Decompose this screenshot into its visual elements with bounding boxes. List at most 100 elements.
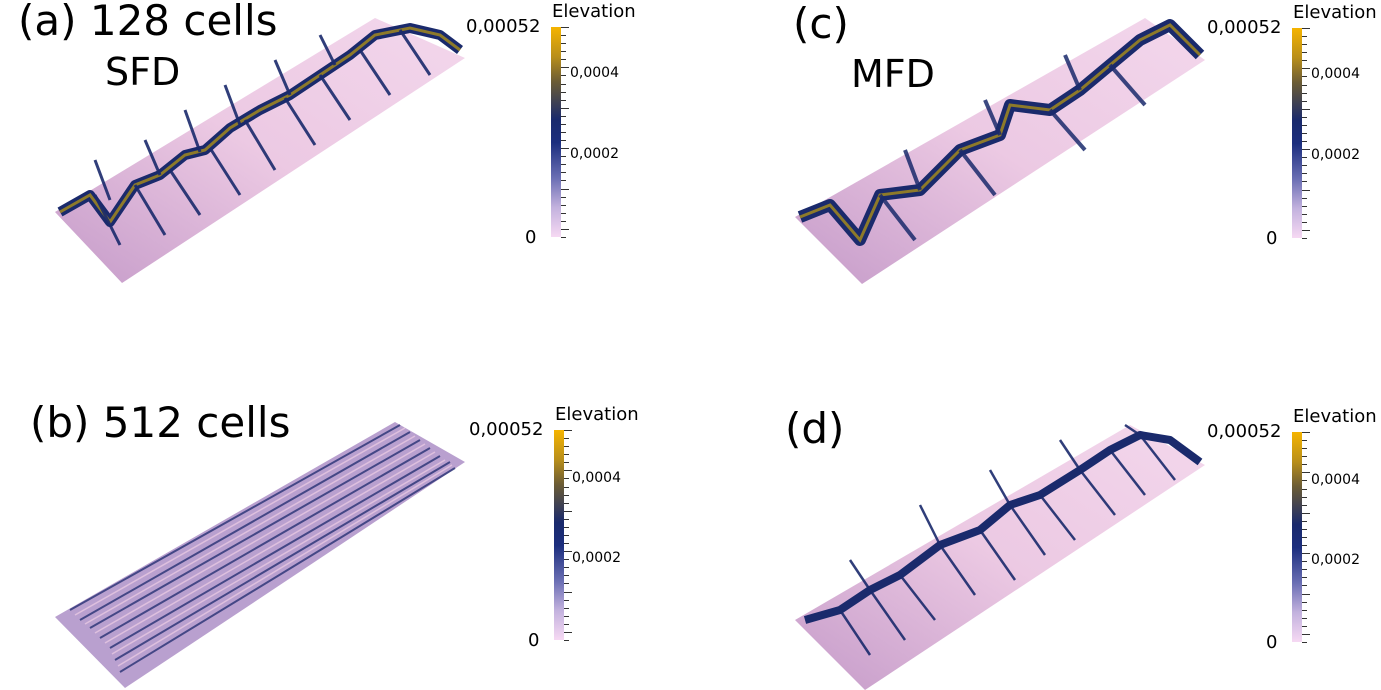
- colorbar-tick: [1302, 432, 1310, 433]
- colorbar-tick: [564, 535, 569, 536]
- colorbar-mid-label: 0,0004: [1311, 472, 1360, 488]
- colorbar-tick: [1302, 593, 1310, 595]
- colorbar-tick: [561, 115, 566, 117]
- colorbar-tick: [1302, 569, 1307, 571]
- colorbar-title: Elevation: [1293, 2, 1377, 23]
- colorbar-mid-label: 0,0002: [570, 146, 619, 162]
- colorbar-tick: [564, 599, 569, 601]
- colorbar-tick: [1302, 537, 1307, 538]
- colorbar-tick: [564, 575, 569, 577]
- colorbar-strip: [1292, 432, 1302, 642]
- colorbar-tick: [561, 196, 566, 198]
- colorbar-max-label: 0,00052: [1207, 17, 1282, 38]
- colorbar-tick: [564, 526, 569, 528]
- colorbar-tick: [564, 640, 569, 641]
- colorbar-tick: [561, 107, 569, 109]
- colorbar-tick: [1302, 197, 1307, 199]
- colorbar-tick: [1302, 528, 1307, 530]
- colorbar-tick: [564, 551, 572, 553]
- colorbar-tick: [1302, 553, 1310, 555]
- colorbar-tick: [1302, 221, 1307, 223]
- panel-label-c: (c): [793, 0, 849, 48]
- colorbar-tick: [1302, 617, 1307, 619]
- colorbar-tick: [564, 615, 569, 617]
- colorbar-tick: [1302, 108, 1310, 110]
- colorbar-tick: [1302, 133, 1307, 134]
- colorbar-tick: [564, 502, 569, 504]
- colorbar-tick: [1302, 157, 1307, 159]
- colorbar-tick: [561, 83, 566, 85]
- colorbar-tick: [1302, 173, 1307, 175]
- colorbar-tick: [1302, 480, 1307, 482]
- colorbar-tick: [1302, 464, 1307, 466]
- colorbar-tick: [564, 607, 569, 609]
- colorbar-tick: [1302, 561, 1307, 563]
- method-label-mfd: MFD: [851, 52, 935, 96]
- colorbar-tick: [1302, 165, 1307, 167]
- colorbar-tick: [1302, 520, 1307, 522]
- colorbar-tick: [1302, 238, 1307, 239]
- colorbar-tick: [1302, 100, 1307, 102]
- colorbar-tick: [564, 478, 569, 480]
- colorbar-tick: [1302, 577, 1307, 579]
- colorbar-tick: [561, 188, 569, 190]
- colorbar-tick: [1302, 448, 1307, 450]
- colorbar-tick: [561, 228, 569, 230]
- colorbar-tick: [561, 59, 566, 61]
- colorbar-tick: [564, 470, 572, 472]
- colorbar-tick: [1302, 456, 1307, 458]
- colorbar-tick: [1302, 609, 1307, 611]
- colorbar-tick: [1302, 601, 1307, 603]
- colorbar-tick: [1302, 76, 1307, 78]
- colorbar-tick: [564, 631, 572, 633]
- panel-label-b: (b) 512 cells: [30, 398, 291, 447]
- colorbar-tick: [564, 438, 569, 440]
- colorbar-tick: [1302, 496, 1307, 498]
- colorbar-tick: [1302, 52, 1307, 54]
- colorbar-tick: [564, 462, 569, 464]
- colorbar-tick: [561, 35, 566, 37]
- panel-label-d: (d): [785, 404, 845, 453]
- colorbar-tick: [1302, 545, 1307, 547]
- colorbar-tick: [1302, 92, 1307, 94]
- colorbar-tick: [561, 156, 566, 158]
- colorbar-strip: [1292, 28, 1302, 238]
- colorbar-tick: [561, 91, 566, 93]
- colorbar-tick: [561, 148, 569, 150]
- colorbar-tick: [1302, 116, 1307, 118]
- colorbar-tick: [1302, 149, 1310, 151]
- colorbar-min-label: 0: [1266, 632, 1278, 653]
- colorbar-tick: [561, 27, 569, 28]
- colorbar-mid-label: 0,0004: [570, 65, 619, 81]
- colorbar-min-label: 0: [528, 630, 540, 651]
- colorbar-mid-label: 0,0002: [1311, 552, 1360, 568]
- colorbar-tick: [1302, 625, 1307, 627]
- colorbar-tick: [561, 204, 566, 206]
- colorbar-max-label: 0,00052: [466, 16, 541, 37]
- colorbar-tick: [1302, 68, 1310, 70]
- terrain-surface-a: [55, 18, 465, 283]
- colorbar-tick: [561, 140, 566, 142]
- colorbar-tick: [1302, 84, 1307, 86]
- colorbar-tick: [1302, 205, 1307, 207]
- colorbar-title: Elevation: [555, 404, 639, 425]
- colorbar-tick: [1302, 512, 1310, 514]
- terrain-surface-d: [795, 423, 1205, 690]
- colorbar-tick: [1302, 472, 1310, 474]
- colorbar-mid-label: 0,0004: [1311, 66, 1360, 82]
- colorbar-tick: [564, 446, 569, 448]
- colorbar-tick: [1302, 60, 1307, 62]
- colorbar-tick: [564, 518, 569, 520]
- colorbar-tick: [561, 75, 566, 77]
- colorbar-tick: [1302, 44, 1307, 46]
- colorbar-tick: [1302, 213, 1307, 215]
- colorbar-max-label: 0,00052: [1207, 421, 1282, 442]
- colorbar-strip: [551, 27, 561, 237]
- colorbar-tick: [564, 559, 569, 561]
- colorbar-tick: [564, 623, 569, 625]
- terrain-surface-b: [55, 422, 465, 688]
- colorbar-tick: [564, 494, 569, 496]
- colorbar-tick: [1302, 181, 1307, 183]
- colorbar-tick: [561, 43, 566, 45]
- colorbar-tick: [1302, 36, 1307, 38]
